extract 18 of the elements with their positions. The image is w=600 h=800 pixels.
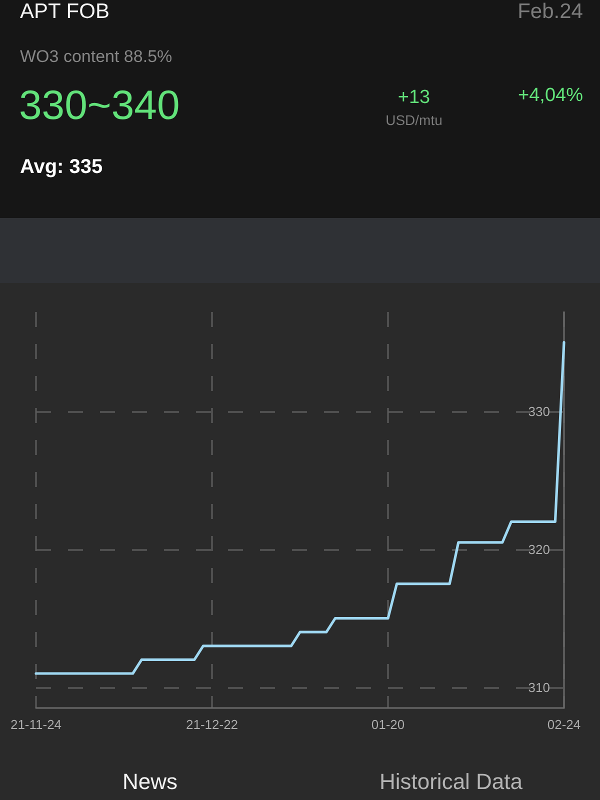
text: Avg: 335 — [20, 156, 103, 179]
chart-title: APT FOB — [20, 0, 110, 24]
text: +4,04% — [518, 85, 583, 107]
line-series — [34, 341, 566, 675]
chart-subtitle: WO3 content 88.5% — [20, 47, 172, 67]
x-tick-label: 21-11-24 — [10, 717, 62, 732]
x-tick-label: 02-24 — [547, 717, 581, 732]
text: 330~340 — [19, 82, 180, 129]
text: Feb.24 — [518, 0, 583, 24]
text: USD/mtu — [386, 112, 442, 128]
y-tick-label: 330 — [528, 404, 550, 419]
text: Historical Data — [379, 769, 523, 794]
text: +13 — [398, 87, 430, 109]
text: News — [122, 769, 178, 794]
y-tick-label: 320 — [528, 542, 550, 557]
x-tick-label: 01-20 — [371, 717, 405, 732]
x-tick-label: 21-12-22 — [186, 717, 238, 732]
y-tick-label: 310 — [528, 680, 550, 695]
